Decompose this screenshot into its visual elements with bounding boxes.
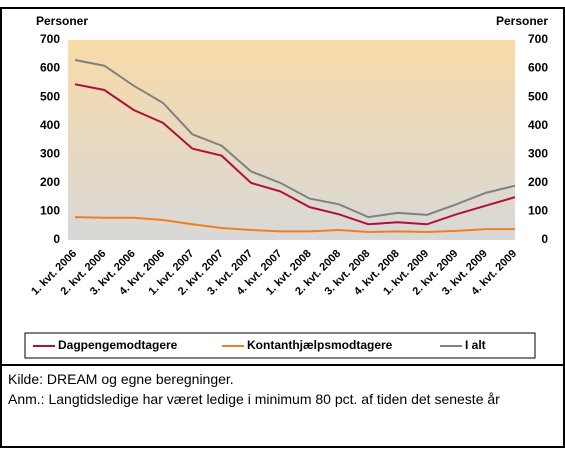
legend-label: Kontanthjælpsmodtagere [247, 338, 393, 352]
y-tick-label: 0 [53, 232, 60, 246]
line-series [74, 216, 515, 234]
source: Kilde: DREAM og egne beregninger. [8, 371, 234, 387]
y-tick-label: 200 [40, 175, 60, 189]
y2-tick-label: 200 [528, 175, 548, 189]
note: Anm.: Langtidsledige har været ledige i … [8, 391, 500, 407]
y-tick-label: 100 [40, 204, 60, 218]
y-tick-label: 500 [40, 89, 60, 103]
line-series [74, 59, 516, 219]
y2-tick-label: 0 [541, 232, 548, 246]
footer: Kilde: DREAM og egne beregninger. Anm.: … [0, 365, 565, 448]
chart: Personer Personer 0 100 200 300 400 500 600 700… [0, 7, 565, 366]
y-axis-title: Personer [36, 14, 88, 28]
y-tick-label: 600 [40, 61, 60, 75]
plot-area [68, 40, 515, 240]
y-tick-label: 700 [40, 32, 60, 46]
legend-label: Dagpengemodtagere [58, 338, 178, 352]
y-tick-label: 400 [40, 118, 60, 132]
line-series [74, 83, 516, 226]
y2-axis-title: Personer [496, 14, 548, 28]
y-tick-label: 300 [40, 146, 60, 160]
y2-tick-label: 500 [528, 89, 548, 103]
y2-tick-label: 600 [528, 61, 548, 75]
y2-tick-label: 100 [528, 204, 548, 218]
y2-tick-label: 300 [528, 146, 548, 160]
y2-tick-label: 400 [528, 118, 548, 132]
legend-label: I alt [465, 338, 486, 352]
y2-tick-label: 700 [528, 32, 548, 46]
